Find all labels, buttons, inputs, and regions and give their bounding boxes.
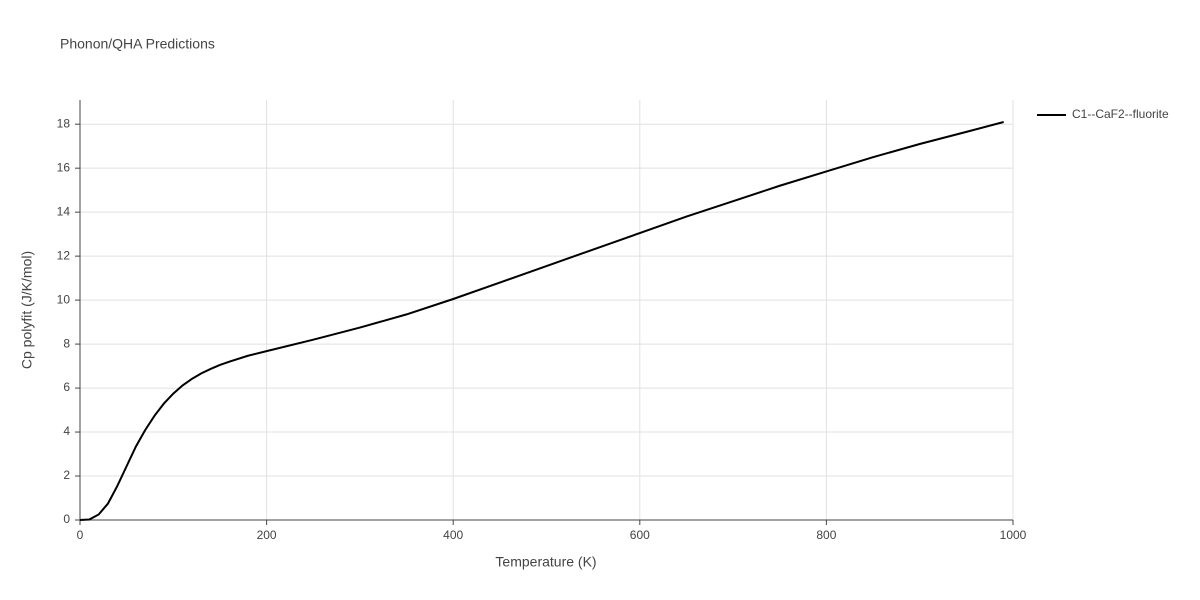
y-tick-label: 14 [57,204,71,218]
line-series [79,121,1004,521]
x-tick-label: 800 [816,528,836,542]
y-tick-label: 4 [63,424,70,438]
x-tick-label: 400 [443,528,463,542]
y-tick-label: 6 [63,380,70,394]
x-tick-label: 200 [257,528,277,542]
y-tick-label: 0 [63,512,70,526]
y-tick-label: 8 [63,336,70,350]
chart-title: Phonon/QHA Predictions [60,36,215,52]
x-tick-label: 1000 [1000,528,1027,542]
x-tick-label: 0 [77,528,84,542]
y-tick-label: 18 [57,116,71,130]
y-axis-label: Cp polyfit (J/K/mol) [19,251,35,369]
legend-label: C1--CaF2--fluorite [1072,107,1169,121]
y-tick-label: 2 [63,468,70,482]
x-axis-label: Temperature (K) [495,554,596,570]
x-tick-label: 600 [630,528,650,542]
y-tick-label: 12 [57,248,71,262]
y-tick-label: 16 [57,160,71,174]
y-tick-label: 10 [57,292,71,306]
